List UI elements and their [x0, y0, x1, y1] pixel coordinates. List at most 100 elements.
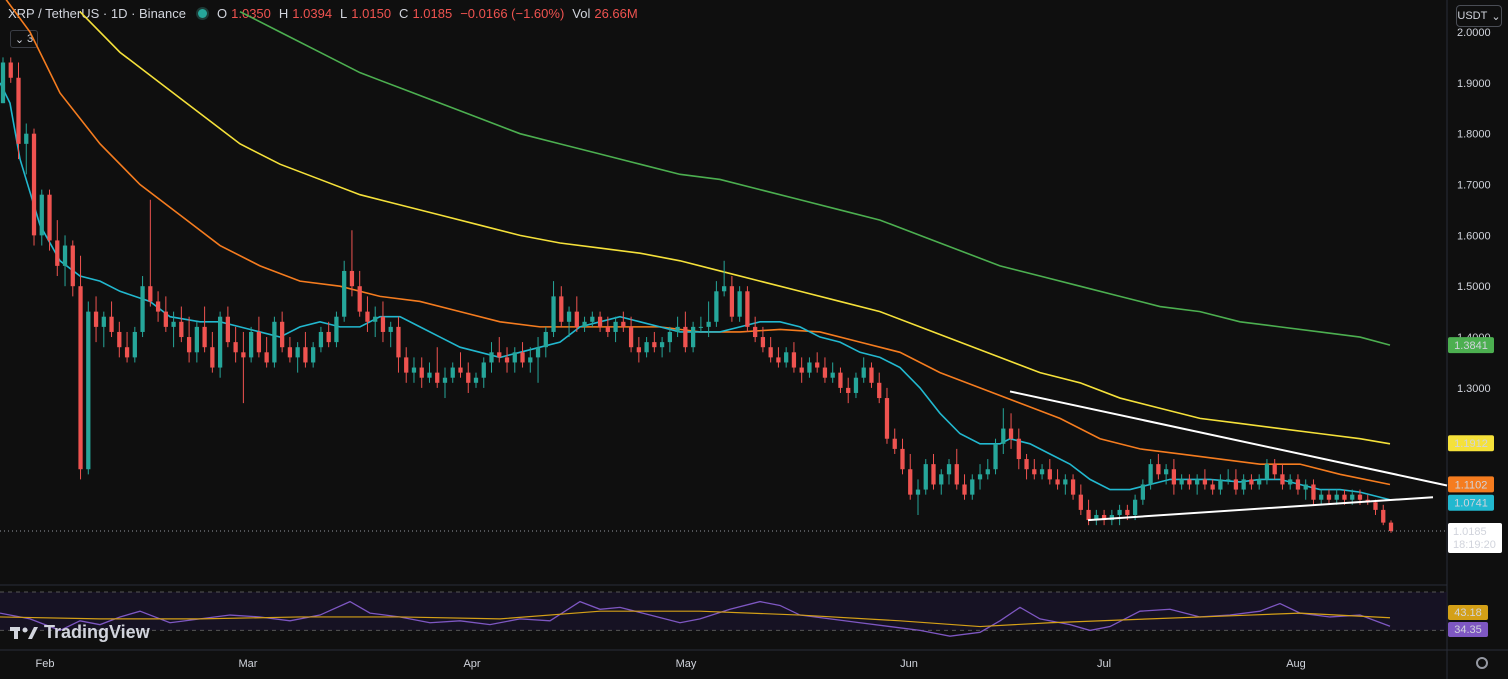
candle-body: [140, 286, 145, 332]
ma200-badge: [1448, 337, 1494, 354]
candle-body: [768, 347, 773, 358]
candle-body: [993, 443, 998, 470]
brand-name: TradingView: [44, 622, 150, 642]
candle-body: [1008, 428, 1014, 439]
candle-body: [1249, 479, 1254, 485]
candle-body: [186, 337, 192, 353]
candle-body: [396, 326, 401, 358]
candle-body: [869, 367, 874, 383]
candle-body: [1055, 479, 1060, 485]
candle-body: [605, 326, 610, 332]
change-value: −0.0166 (−1.60%): [460, 6, 565, 21]
candle-body: [202, 326, 207, 348]
candle-body: [652, 342, 657, 348]
candle-body: [1179, 479, 1184, 485]
currency-label: USDT: [1457, 10, 1488, 22]
settings-icon[interactable]: [1476, 657, 1488, 669]
candle-body: [473, 377, 479, 383]
candle-body: [16, 77, 21, 144]
candle-body: [225, 316, 231, 343]
candle-body: [117, 331, 122, 348]
candle-body: [1210, 484, 1215, 490]
candle-body: [1319, 494, 1324, 500]
time-tick-label: Jun: [900, 658, 918, 670]
candle-body: [373, 316, 378, 322]
candle-body: [892, 438, 897, 449]
candle-body: [450, 367, 455, 378]
candle-body: [435, 372, 440, 383]
candle-body: [791, 352, 797, 368]
candle-body: [590, 316, 595, 322]
candle-body: [1148, 464, 1153, 485]
candle-body: [535, 347, 541, 358]
candle-body: [1187, 479, 1192, 485]
candle-body: [551, 296, 556, 332]
candle-body: [31, 133, 37, 236]
candle-body: [217, 316, 223, 368]
candle-body: [419, 367, 424, 378]
candle-body: [1132, 499, 1138, 515]
upper-trendline: [1009, 390, 1448, 487]
candle-body: [1288, 479, 1293, 485]
ma50-line: [5, 0, 1391, 486]
price-tick-label: 1.7000: [1457, 180, 1491, 192]
candle-body: [915, 489, 921, 495]
candle-body: [442, 377, 448, 383]
ma100-badge-label: 1.1912: [1454, 438, 1488, 450]
candle-body: [1257, 479, 1262, 485]
candle-body: [241, 352, 246, 358]
volume-label: Vol: [572, 6, 591, 21]
time-tick-label: Apr: [463, 658, 480, 670]
ma100-line: [79, 11, 1391, 445]
candle-body: [566, 311, 572, 322]
candle-body: [1357, 494, 1363, 500]
rsi-ma-line: [0, 610, 1391, 628]
candle-body: [908, 469, 913, 495]
time-tick-label: Feb: [36, 658, 55, 670]
candle-body: [737, 291, 742, 317]
candle-body: [659, 342, 665, 348]
candle-body: [1303, 484, 1308, 490]
time-tick-label: Mar: [239, 658, 258, 670]
candle-body: [411, 367, 417, 373]
candle-body: [466, 372, 471, 383]
candle-body: [675, 326, 680, 332]
candle-body: [528, 357, 533, 363]
candle-body: [962, 484, 967, 495]
candle-body: [1241, 479, 1246, 490]
rsi-ma-badge: [1448, 605, 1488, 620]
candle-body: [249, 331, 254, 358]
open-value: 1.0350: [231, 6, 271, 21]
candle-body: [264, 352, 269, 363]
ma50-badge-label: 1.1102: [1455, 479, 1488, 491]
high-label: H: [278, 6, 289, 21]
candle-body: [520, 352, 525, 363]
candle-body: [0, 62, 6, 104]
candle-body: [1117, 509, 1122, 515]
time-tick-label: Jul: [1097, 658, 1111, 670]
candle-body: [311, 347, 316, 363]
candle-body: [644, 342, 649, 353]
candle-body: [985, 469, 990, 475]
time-tick-label: Aug: [1286, 658, 1306, 670]
candle-body: [877, 382, 882, 399]
symbol-title[interactable]: XRP / TetherUS · 1D · Binance: [8, 6, 186, 21]
market-status-icon: [198, 9, 207, 18]
candle-body: [1063, 479, 1068, 485]
ma50-badge: [1448, 476, 1494, 493]
candle-body: [78, 286, 83, 470]
candle-body: [776, 357, 781, 363]
candle-body: [853, 377, 859, 393]
candle-body: [1125, 509, 1130, 515]
candle-body: [799, 367, 804, 373]
candle-body: [458, 367, 463, 373]
currency-select[interactable]: USDT ⌄: [1456, 5, 1502, 27]
candle-body: [636, 347, 641, 353]
candle-body: [838, 372, 843, 388]
candle-body: [326, 331, 331, 343]
candle-body: [380, 316, 386, 332]
candle-body: [55, 240, 60, 266]
candle-body: [621, 321, 626, 327]
ma20-badge: [1448, 494, 1494, 511]
